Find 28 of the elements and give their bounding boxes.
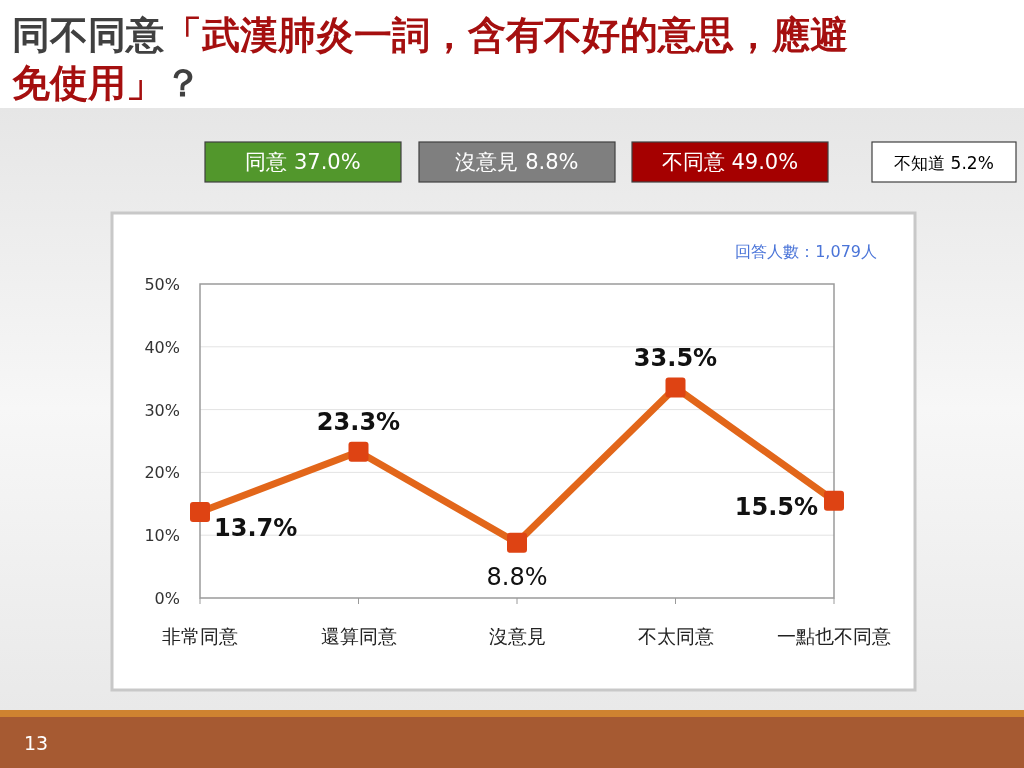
text: 15.5% — [734, 492, 818, 521]
y-tick-label: 10% — [144, 526, 180, 546]
text: 沒意見 8.8% — [455, 150, 579, 174]
text: 回答人數：1,079人 — [735, 242, 877, 261]
point — [665, 377, 686, 398]
x-tick-label: 一點也不同意 — [777, 625, 891, 647]
y-tick-label: 50% — [144, 275, 180, 294]
text: 23.3% — [316, 407, 401, 436]
point — [824, 490, 844, 511]
y-tick-label: 0% — [154, 589, 180, 608]
x-tick-label: 還算同意 — [320, 625, 397, 647]
text: 不知道 5.2% — [894, 153, 994, 173]
text: 8.8% — [486, 562, 548, 591]
text: 不同意 49.0% — [661, 150, 799, 174]
y-tick-label: 20% — [144, 463, 180, 483]
x-tick-label: 沒意見 — [488, 625, 546, 647]
y-tick-label: 40% — [144, 337, 180, 357]
x-tick-label: 不太同意 — [637, 625, 714, 647]
text: 同意 37.0% — [245, 150, 361, 174]
text: 13.7% — [214, 513, 298, 542]
point — [190, 501, 210, 522]
text: 33.5% — [633, 343, 718, 372]
y-tick-label: 30% — [144, 400, 180, 420]
point — [507, 532, 527, 553]
x-tick-label: 非常同意 — [162, 625, 238, 647]
point — [348, 441, 369, 462]
text: 13 — [24, 732, 49, 754]
chart-title: 同不同意「武漢肺炎一詞，含有不好的意思，應避免使用」？ — [12, 13, 848, 105]
